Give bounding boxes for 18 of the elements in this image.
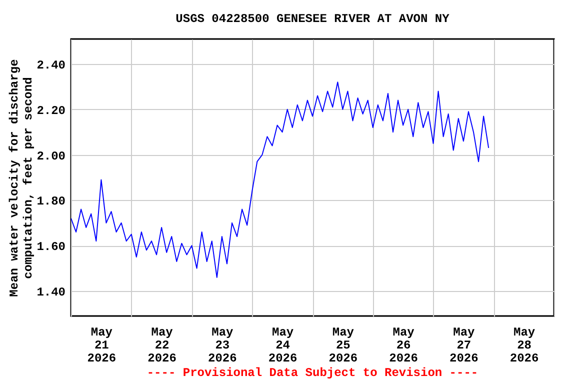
y-tick-label: 2.00 — [36, 149, 66, 164]
line-series — [71, 82, 490, 278]
x-tick-label: May 21 2026 — [87, 326, 116, 366]
x-tick-label: May 24 2026 — [268, 326, 298, 366]
x-tick-label: May 22 2026 — [148, 326, 176, 366]
x-tick-label: May 23 2026 — [208, 326, 237, 366]
y-tick-label: 2.20 — [36, 104, 66, 118]
text: ---- Provisional Data Subject to Revision ---- — [146, 366, 480, 380]
y-tick-label: 1.40 — [36, 286, 66, 300]
y-tick-label: 1.60 — [36, 240, 66, 254]
y-axis-title: Mean water velocity for discharge computation, feet per second — [8, 59, 36, 297]
x-tick-label: May 27 2026 — [450, 326, 478, 366]
x-tick-label: May 26 2026 — [389, 326, 418, 366]
x-tick-label: May 28 2026 — [510, 326, 539, 366]
x-tick-label: May 25 2026 — [328, 326, 358, 366]
y-tick-label: 1.80 — [36, 194, 66, 209]
y-tick-label: 2.40 — [36, 58, 66, 72]
chart-title: USGS 04228500 GENESEE RIVER AT AVON NY — [176, 12, 450, 26]
